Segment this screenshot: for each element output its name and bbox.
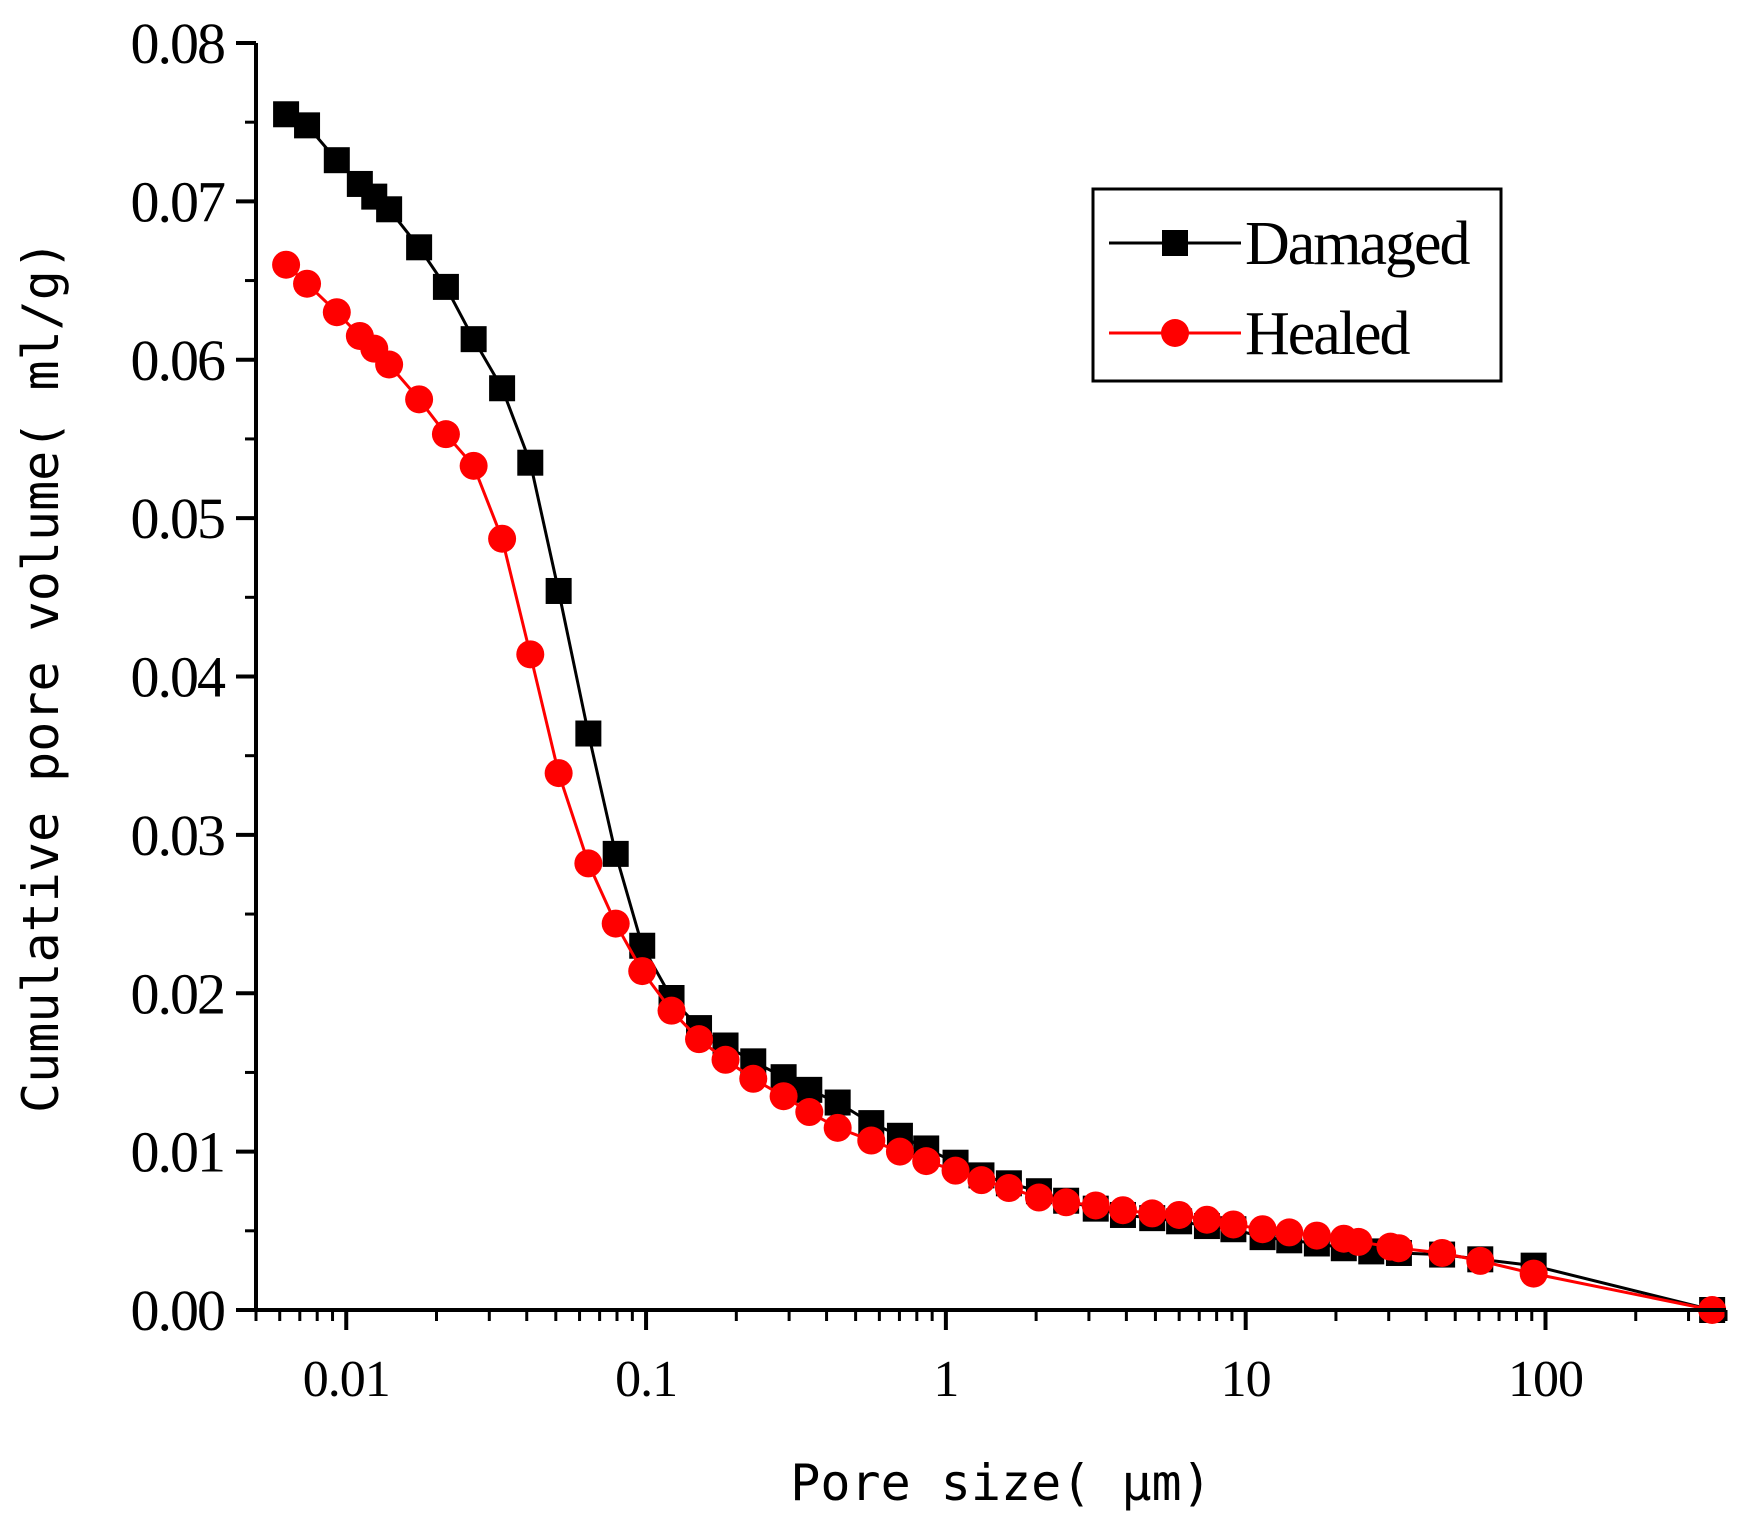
data-point-healed (1138, 1199, 1167, 1228)
data-point-healed (857, 1126, 886, 1155)
y-tick-label: 0.07 (131, 169, 226, 234)
data-point-healed (574, 849, 603, 878)
data-point-healed (941, 1156, 970, 1185)
series-line-damaged (285, 112, 1713, 1312)
y-tick-label: 0.08 (131, 11, 225, 76)
data-point-damaged (432, 273, 459, 300)
data-point-healed (1275, 1218, 1304, 1247)
data-point-healed (1081, 1191, 1110, 1220)
x-tick-label: 100 (1508, 1351, 1583, 1408)
y-tick-label: 0.00 (131, 1278, 225, 1343)
data-point-healed (544, 759, 573, 788)
data-point-healed (1248, 1215, 1277, 1244)
data-point-healed (711, 1045, 740, 1074)
x-tick-label: 10 (1221, 1351, 1271, 1408)
data-point-healed (739, 1064, 768, 1093)
data-point-healed (1219, 1210, 1248, 1239)
data-point-healed (1108, 1196, 1137, 1225)
data-point-healed (1024, 1183, 1053, 1212)
data-point-damaged (406, 234, 433, 261)
data-point-healed (293, 269, 322, 298)
data-point-damaged (545, 577, 572, 604)
x-tick-label: 0.01 (303, 1351, 390, 1408)
legend-label-healed: Healed (1245, 300, 1411, 368)
data-point-healed (1302, 1221, 1331, 1250)
y-tick-label: 0.02 (131, 961, 225, 1026)
data-point-healed (823, 1113, 852, 1142)
x-axis-title: Pore size( μm) (790, 1454, 1211, 1512)
y-tick-label: 0.01 (131, 1120, 225, 1185)
data-point-damaged (517, 449, 544, 476)
data-point-healed (769, 1082, 798, 1111)
data-point-healed (1052, 1188, 1081, 1217)
data-point-healed (912, 1147, 941, 1176)
data-point-healed (994, 1174, 1023, 1203)
ticks-layer: 0.00 0.01 0.02 0.03 0.04 0.05 0.06 0.07 0.08 0.01… (131, 11, 1728, 1408)
data-point-damaged (602, 840, 629, 867)
data-point-damaged (460, 326, 487, 353)
data-point-healed (1165, 1200, 1194, 1229)
x-tick-label: 0.1 (615, 1351, 677, 1408)
y-tick-label: 0.06 (131, 328, 226, 393)
data-point-healed (967, 1166, 996, 1195)
legend-marker-healed (1161, 319, 1189, 347)
data-point-healed (795, 1098, 824, 1127)
data-point-healed (685, 1025, 714, 1054)
data-point-healed (322, 298, 351, 327)
data-point-damaged (376, 196, 403, 223)
y-tick-label: 0.03 (131, 803, 225, 868)
data-point-healed (488, 524, 517, 553)
legend-item-damaged: Damaged (1109, 210, 1473, 278)
data-point-healed (405, 385, 434, 414)
data-point-healed (272, 250, 301, 279)
legend-item-healed: Healed (1109, 300, 1413, 368)
y-axis-title: Cumulative pore volume( ml/g) (12, 240, 70, 1113)
data-point-healed (1466, 1246, 1495, 1275)
data-point-healed (375, 350, 404, 379)
legend-items: Damaged Healed (1109, 210, 1473, 368)
data-point-healed (1344, 1227, 1373, 1256)
data-point-damaged (824, 1089, 851, 1116)
data-point-healed (657, 996, 686, 1025)
data-point-healed (1384, 1234, 1413, 1263)
data-point-healed (431, 420, 460, 449)
data-point-healed (1192, 1205, 1221, 1234)
legend-box (1091, 187, 1503, 383)
data-point-healed (1428, 1238, 1457, 1267)
data-point-healed (516, 640, 545, 669)
series-layer (272, 101, 1727, 1324)
legend-label-damaged: Damaged (1245, 210, 1471, 278)
legend: Damaged Healed (1091, 187, 1503, 383)
series-healed (272, 250, 1727, 1324)
legend-marker-damaged (1162, 230, 1188, 256)
data-point-damaged (294, 112, 321, 139)
x-tick-label: 1 (933, 1351, 958, 1408)
data-point-healed (601, 909, 630, 938)
y-tick-label: 0.04 (131, 645, 227, 710)
data-point-healed (628, 957, 657, 986)
y-tick-label: 0.05 (131, 486, 225, 551)
data-point-healed (459, 451, 488, 480)
data-point-damaged (575, 720, 602, 747)
data-point-damaged (323, 147, 350, 174)
data-point-healed (1519, 1259, 1548, 1288)
data-point-healed (885, 1137, 914, 1166)
data-point-damaged (489, 375, 516, 402)
